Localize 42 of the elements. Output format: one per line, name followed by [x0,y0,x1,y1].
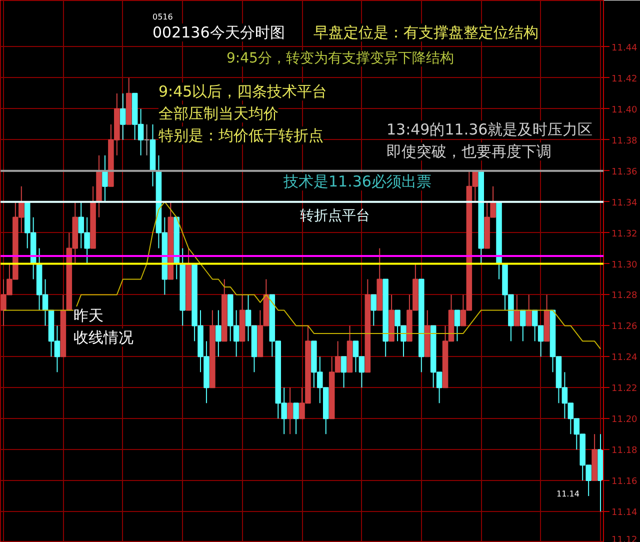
candlestick [102,154,108,202]
y-tick-label: 11.22 [612,384,638,394]
y-tick-label: 11.32 [612,229,638,240]
y-tick-label: 11.18 [612,446,638,456]
candlestick [144,124,150,156]
annotation: 11.14 [556,490,580,498]
y-tick-label: 11.16 [612,477,638,488]
y-tick-label: 11.30 [612,260,638,270]
candlestick [520,310,526,342]
text: 早盘定位是：有支撑盘整定位结构 [314,24,538,42]
y-tick-label: 11.20 [612,415,638,426]
y-tick-label: 11.40 [612,105,638,116]
candlestick [293,402,299,435]
text: 002136今天分时图 [152,24,285,42]
annotation: 全部压制当天均价 [158,104,278,122]
annotation: 0516 [152,12,173,22]
y-tick-label: 11.26 [612,322,638,332]
annotation: 技术是11.36必须出票 [282,172,432,190]
y-tick-label: 11.36 [612,167,638,178]
candlestick [526,294,532,326]
y-tick-label: 11.24 [612,353,638,364]
y-tick-label: 11.42 [612,74,638,84]
annotation: 即使突破，也要再度下调 [386,142,552,160]
annotation: 昨天 [74,306,104,324]
y-tick-label: 11.38 [612,136,638,146]
y-tick-label: 11.14 [612,508,638,518]
y-tick-label: 11.44 [612,43,638,54]
ref-line-label: 转折点平台 [300,208,370,224]
annotation: 13:49的11.36就是及时压力区 [386,120,593,138]
y-tick-label: 11.28 [612,291,638,302]
candlestick [514,294,520,326]
annotation: 9:45以后，四条技术平台 [158,82,328,100]
y-tick-label: 11.34 [612,198,638,208]
candlestick [120,92,126,140]
candlestick [216,310,222,358]
annotation: 收线情况 [74,328,134,346]
candlestick [370,294,377,326]
candlestick [340,356,347,388]
candlestick [454,310,460,342]
candlestick [287,387,293,435]
annotation: 9:45分，转变为有支撑变异下降结构 [226,50,454,66]
annotation: 特别是：均价低于转折点 [158,126,324,144]
